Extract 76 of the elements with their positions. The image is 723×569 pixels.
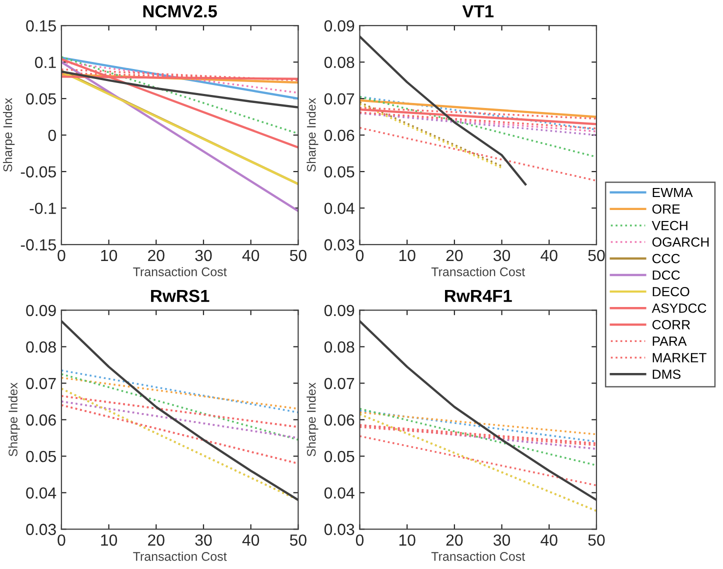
y-tick-label: 0.05 — [324, 166, 354, 178]
x-tick-label: 40 — [540, 534, 558, 546]
x-tick-label: 30 — [195, 534, 212, 546]
y-tick-label: 0.04 — [324, 487, 354, 499]
x-tick-label: 30 — [494, 534, 510, 546]
x-tick-label: 10 — [101, 250, 118, 262]
legend-label: PARA — [652, 336, 687, 346]
y-tick-label: 0.03 — [324, 239, 354, 250]
y-tick-label: 0.07 — [324, 93, 354, 105]
y-tick-label: 0.05 — [26, 93, 56, 105]
y-tick-label: 0 — [48, 130, 56, 142]
legend-label: ASYDCC — [652, 303, 706, 313]
legend-label: DCC — [652, 270, 680, 280]
y-tick-label: 0.03 — [26, 524, 56, 536]
x-tick-label: 50 — [290, 250, 306, 262]
chart-title: RwR4F1 — [445, 290, 512, 302]
x-axis-title: Transaction Cost — [431, 267, 526, 276]
y-tick-label: -0.15 — [20, 239, 56, 250]
y-tick-label: 0.05 — [26, 450, 56, 462]
y-tick-label: 0.03 — [324, 524, 354, 536]
y-tick-label: 0.04 — [26, 487, 56, 499]
x-tick-label: 40 — [242, 534, 260, 546]
y-tick-label: 0.08 — [324, 341, 354, 353]
x-tick-label: 0 — [356, 534, 364, 546]
y-tick-label: 0.06 — [324, 414, 354, 426]
y-tick-label: 0.07 — [26, 378, 56, 390]
x-tick-label: 20 — [148, 534, 164, 546]
y-tick-label: 0.06 — [26, 414, 56, 426]
x-tick-label: 20 — [148, 250, 164, 262]
legend-label: EWMA — [652, 188, 693, 198]
x-tick-label: 50 — [588, 250, 605, 262]
y-tick-label: 0.08 — [324, 56, 354, 68]
x-tick-label: 0 — [58, 534, 66, 546]
x-tick-label: 50 — [588, 534, 605, 546]
legend-label: CCC — [652, 254, 680, 264]
legend-label: ORE — [652, 204, 680, 214]
y-tick-label: 0.09 — [324, 304, 354, 316]
chart-title: RwRS1 — [151, 290, 210, 302]
legend-label: OGARCH — [652, 237, 709, 247]
x-tick-label: 20 — [446, 250, 463, 262]
y-axis-title: Sharpe Index — [2, 98, 15, 172]
y-axis-title: Sharpe Index — [306, 382, 318, 456]
x-tick-label: 10 — [399, 250, 416, 262]
y-tick-label: 0.15 — [26, 20, 56, 32]
legend-label: VECH — [652, 220, 688, 230]
legend-label: DMS — [652, 370, 680, 379]
y-tick-label: -0.05 — [20, 166, 56, 178]
y-tick-label: 0.09 — [26, 304, 56, 316]
x-axis-title: Transaction Cost — [431, 552, 526, 561]
legend-label: DECO — [652, 286, 690, 296]
x-tick-label: 40 — [242, 250, 260, 262]
x-axis-title: Transaction Cost — [133, 267, 227, 276]
x-tick-label: 10 — [399, 534, 416, 546]
y-tick-label: 0.07 — [324, 378, 354, 390]
x-tick-label: 30 — [195, 250, 212, 262]
x-tick-label: 0 — [58, 250, 66, 262]
y-tick-label: 0.08 — [26, 341, 56, 353]
y-axis-title: Sharpe Index — [306, 98, 318, 172]
x-axis-title: Transaction Cost — [133, 552, 227, 561]
x-tick-label: 10 — [101, 534, 118, 546]
y-tick-label: 0.1 — [35, 56, 56, 68]
x-tick-label: 30 — [494, 250, 510, 262]
y-tick-label: 0.09 — [324, 20, 354, 32]
y-tick-label: 0.05 — [324, 450, 354, 462]
y-tick-label: 0.04 — [324, 202, 354, 214]
y-axis-title: Sharpe Index — [8, 382, 20, 456]
x-tick-label: 40 — [540, 250, 558, 262]
chart-title: VT1 — [462, 5, 494, 18]
chart-title: NCMV2.5 — [143, 5, 217, 18]
legend-label: CORR — [652, 320, 690, 330]
legend-label: MARKET — [652, 353, 706, 362]
y-tick-label: -0.1 — [30, 202, 56, 214]
y-tick-label: 0.06 — [324, 130, 354, 142]
x-tick-label: 50 — [290, 534, 306, 546]
x-tick-label: 20 — [446, 534, 463, 546]
x-tick-label: 0 — [356, 250, 364, 262]
